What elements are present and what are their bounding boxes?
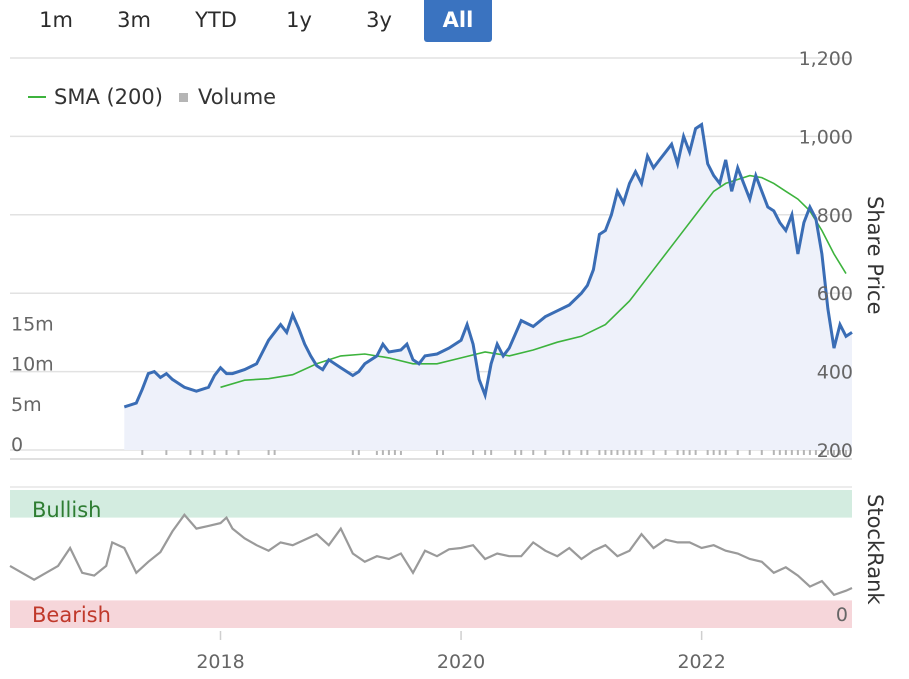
bearish-zone bbox=[10, 600, 852, 628]
stockrank-zones bbox=[10, 490, 852, 628]
volume-bar bbox=[532, 449, 535, 455]
range-button-1m[interactable]: 1m bbox=[39, 8, 73, 32]
x-tick-label: 2018 bbox=[196, 651, 244, 673]
price-line bbox=[123, 122, 853, 409]
volume-bar bbox=[357, 448, 360, 455]
price-tick-label: 200 bbox=[817, 440, 853, 462]
volume-bar bbox=[568, 445, 571, 455]
volume-bar bbox=[165, 450, 168, 455]
volume-bar bbox=[634, 446, 637, 455]
price-tick-label: 400 bbox=[817, 362, 853, 384]
volume-tick-label: 10m bbox=[11, 354, 54, 376]
range-button-1y[interactable]: 1y bbox=[286, 8, 312, 32]
range-button-all[interactable]: All bbox=[424, 0, 492, 42]
price-tick-label: 1,000 bbox=[799, 126, 853, 148]
volume-tick-label: 5m bbox=[11, 394, 42, 416]
chart-legend: SMA (200) Volume bbox=[28, 84, 276, 112]
price-axis-ticks: 200 400 600 800 1,000 1,200 bbox=[799, 48, 853, 462]
volume-bar bbox=[189, 448, 192, 455]
volume-bar bbox=[237, 449, 240, 455]
volume-bar bbox=[201, 445, 204, 455]
price-tick-label: 600 bbox=[817, 283, 853, 305]
price-tick-label: 1,200 bbox=[799, 48, 853, 70]
volume-bar bbox=[351, 450, 354, 455]
stockrank-axis-title: StockRank bbox=[863, 494, 887, 605]
volume-legend-label[interactable]: Volume bbox=[197, 85, 277, 109]
volume-bar bbox=[622, 446, 625, 455]
volume-bar bbox=[472, 448, 475, 455]
share-price-axis-title: Share Price bbox=[863, 196, 887, 315]
volume-bar bbox=[586, 446, 589, 455]
volume-bar bbox=[381, 450, 384, 455]
bullish-zone bbox=[10, 490, 852, 518]
volume-tick-label: 15m bbox=[11, 313, 54, 335]
volume-bar bbox=[520, 448, 523, 455]
volume-bar bbox=[484, 447, 487, 455]
stockrank-zero-tick: 0 bbox=[836, 604, 848, 626]
volume-bar bbox=[399, 450, 402, 455]
volume-tick-label: 0 bbox=[11, 434, 23, 456]
volume-legend-swatch bbox=[178, 92, 188, 102]
sma-legend-swatch bbox=[28, 96, 46, 98]
volume-bar bbox=[273, 446, 276, 455]
volume-bar bbox=[544, 446, 547, 455]
volume-bar bbox=[490, 445, 493, 455]
range-button-ytd[interactable]: YTD bbox=[195, 8, 237, 32]
volume-bar bbox=[442, 450, 445, 455]
volume-bar bbox=[387, 447, 390, 455]
sma-legend-label[interactable]: SMA (200) bbox=[54, 85, 163, 109]
x-tick-label: 2022 bbox=[677, 651, 725, 673]
x-tick-label: 2020 bbox=[437, 651, 485, 673]
price-tick-label: 800 bbox=[817, 205, 853, 227]
range-button-3y[interactable]: 3y bbox=[366, 8, 392, 32]
range-selector: 1m 3m YTD 1y 3y All bbox=[0, 0, 520, 44]
volume-bar bbox=[682, 445, 685, 455]
volume-bar bbox=[616, 445, 619, 455]
sma-line bbox=[220, 174, 847, 389]
volume-bar bbox=[436, 446, 439, 455]
range-button-3m[interactable]: 3m bbox=[117, 8, 151, 32]
volume-bar bbox=[393, 449, 396, 455]
bearish-label: Bearish bbox=[32, 603, 111, 627]
volume-bar bbox=[375, 450, 378, 455]
bullish-label: Bullish bbox=[32, 498, 101, 522]
stockrank-line bbox=[9, 513, 853, 597]
x-axis-ticks: 2018 2020 2022 bbox=[196, 631, 726, 673]
volume-bar bbox=[580, 448, 583, 455]
volume-axis-ticks: 0 5m 10m 15m bbox=[11, 313, 54, 456]
price-area-fill bbox=[124, 124, 853, 450]
